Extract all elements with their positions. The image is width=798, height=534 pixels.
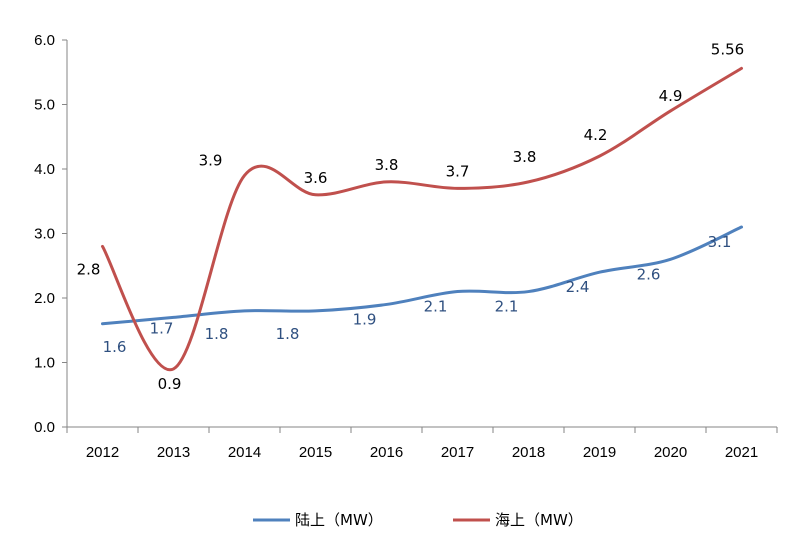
onshore-data-label: 2.6 — [637, 265, 661, 283]
x-tick-label: 2016 — [370, 444, 403, 461]
x-tick-label: 2013 — [157, 444, 190, 461]
offshore-data-label: 0.9 — [158, 375, 182, 393]
offshore-series-line — [101, 66, 743, 372]
x-tick-label: 2021 — [725, 444, 758, 461]
onshore-data-label: 1.7 — [150, 319, 174, 337]
y-tick-label: 0.0 — [34, 419, 55, 436]
y-tick-label: 3.0 — [34, 226, 55, 243]
offshore-data-label: 3.8 — [513, 148, 537, 166]
y-tick-label: 5.0 — [34, 97, 55, 114]
y-tick-label: 2.0 — [34, 290, 55, 307]
y-tick-label: 4.0 — [34, 161, 55, 178]
x-tick-label: 2014 — [228, 444, 261, 461]
onshore-data-label: 1.8 — [276, 325, 300, 343]
onshore-data-label: 3.1 — [708, 233, 732, 251]
legend-offshore-label: 海上（MW） — [495, 511, 583, 529]
offshore-data-label: 3.9 — [199, 151, 223, 169]
x-axis-ticks: 2012 2013 2014 2015 2016 2017 2018 2019 2020 2021 — [66, 427, 778, 461]
y-tick-label: 6.0 — [34, 32, 55, 49]
onshore-data-label: 2.1 — [495, 298, 519, 316]
offshore-data-label: 2.8 — [77, 260, 101, 278]
x-tick-label: 2019 — [583, 444, 616, 461]
onshore-series-line — [101, 225, 743, 326]
offshore-data-label: 3.7 — [446, 162, 470, 180]
x-tick-label: 2015 — [299, 444, 332, 461]
y-tick-label: 1.0 — [34, 355, 55, 372]
onshore-data-label: 2.4 — [566, 278, 590, 296]
onshore-data-label: 2.1 — [424, 298, 448, 316]
offshore-data-label: 4.9 — [659, 87, 683, 105]
offshore-data-label: 3.6 — [304, 169, 328, 187]
series-lines — [101, 66, 743, 372]
x-tick-label: 2017 — [441, 444, 474, 461]
onshore-data-label: 1.9 — [353, 310, 377, 328]
x-tick-label: 2018 — [512, 444, 545, 461]
offshore-data-label: 3.8 — [375, 156, 399, 174]
legend: 陆上（MW） 海上（MW） — [253, 511, 583, 529]
y-axis-ticks: 0.0 1.0 2.0 3.0 4.0 5.0 6.0 — [34, 32, 67, 436]
x-tick-label: 2020 — [654, 444, 687, 461]
offshore-data-label: 4.2 — [584, 126, 608, 144]
data-labels: 1.6 1.7 1.8 1.8 1.9 2.1 2.1 2.4 2.6 3.1 2.8 0.9 3.9 3… — [77, 40, 745, 393]
legend-onshore-label: 陆上（MW） — [295, 511, 383, 529]
offshore-data-label: 5.56 — [711, 40, 744, 58]
onshore-data-label: 1.6 — [103, 338, 127, 356]
onshore-data-label: 1.8 — [205, 325, 229, 343]
x-tick-label: 2012 — [86, 444, 119, 461]
